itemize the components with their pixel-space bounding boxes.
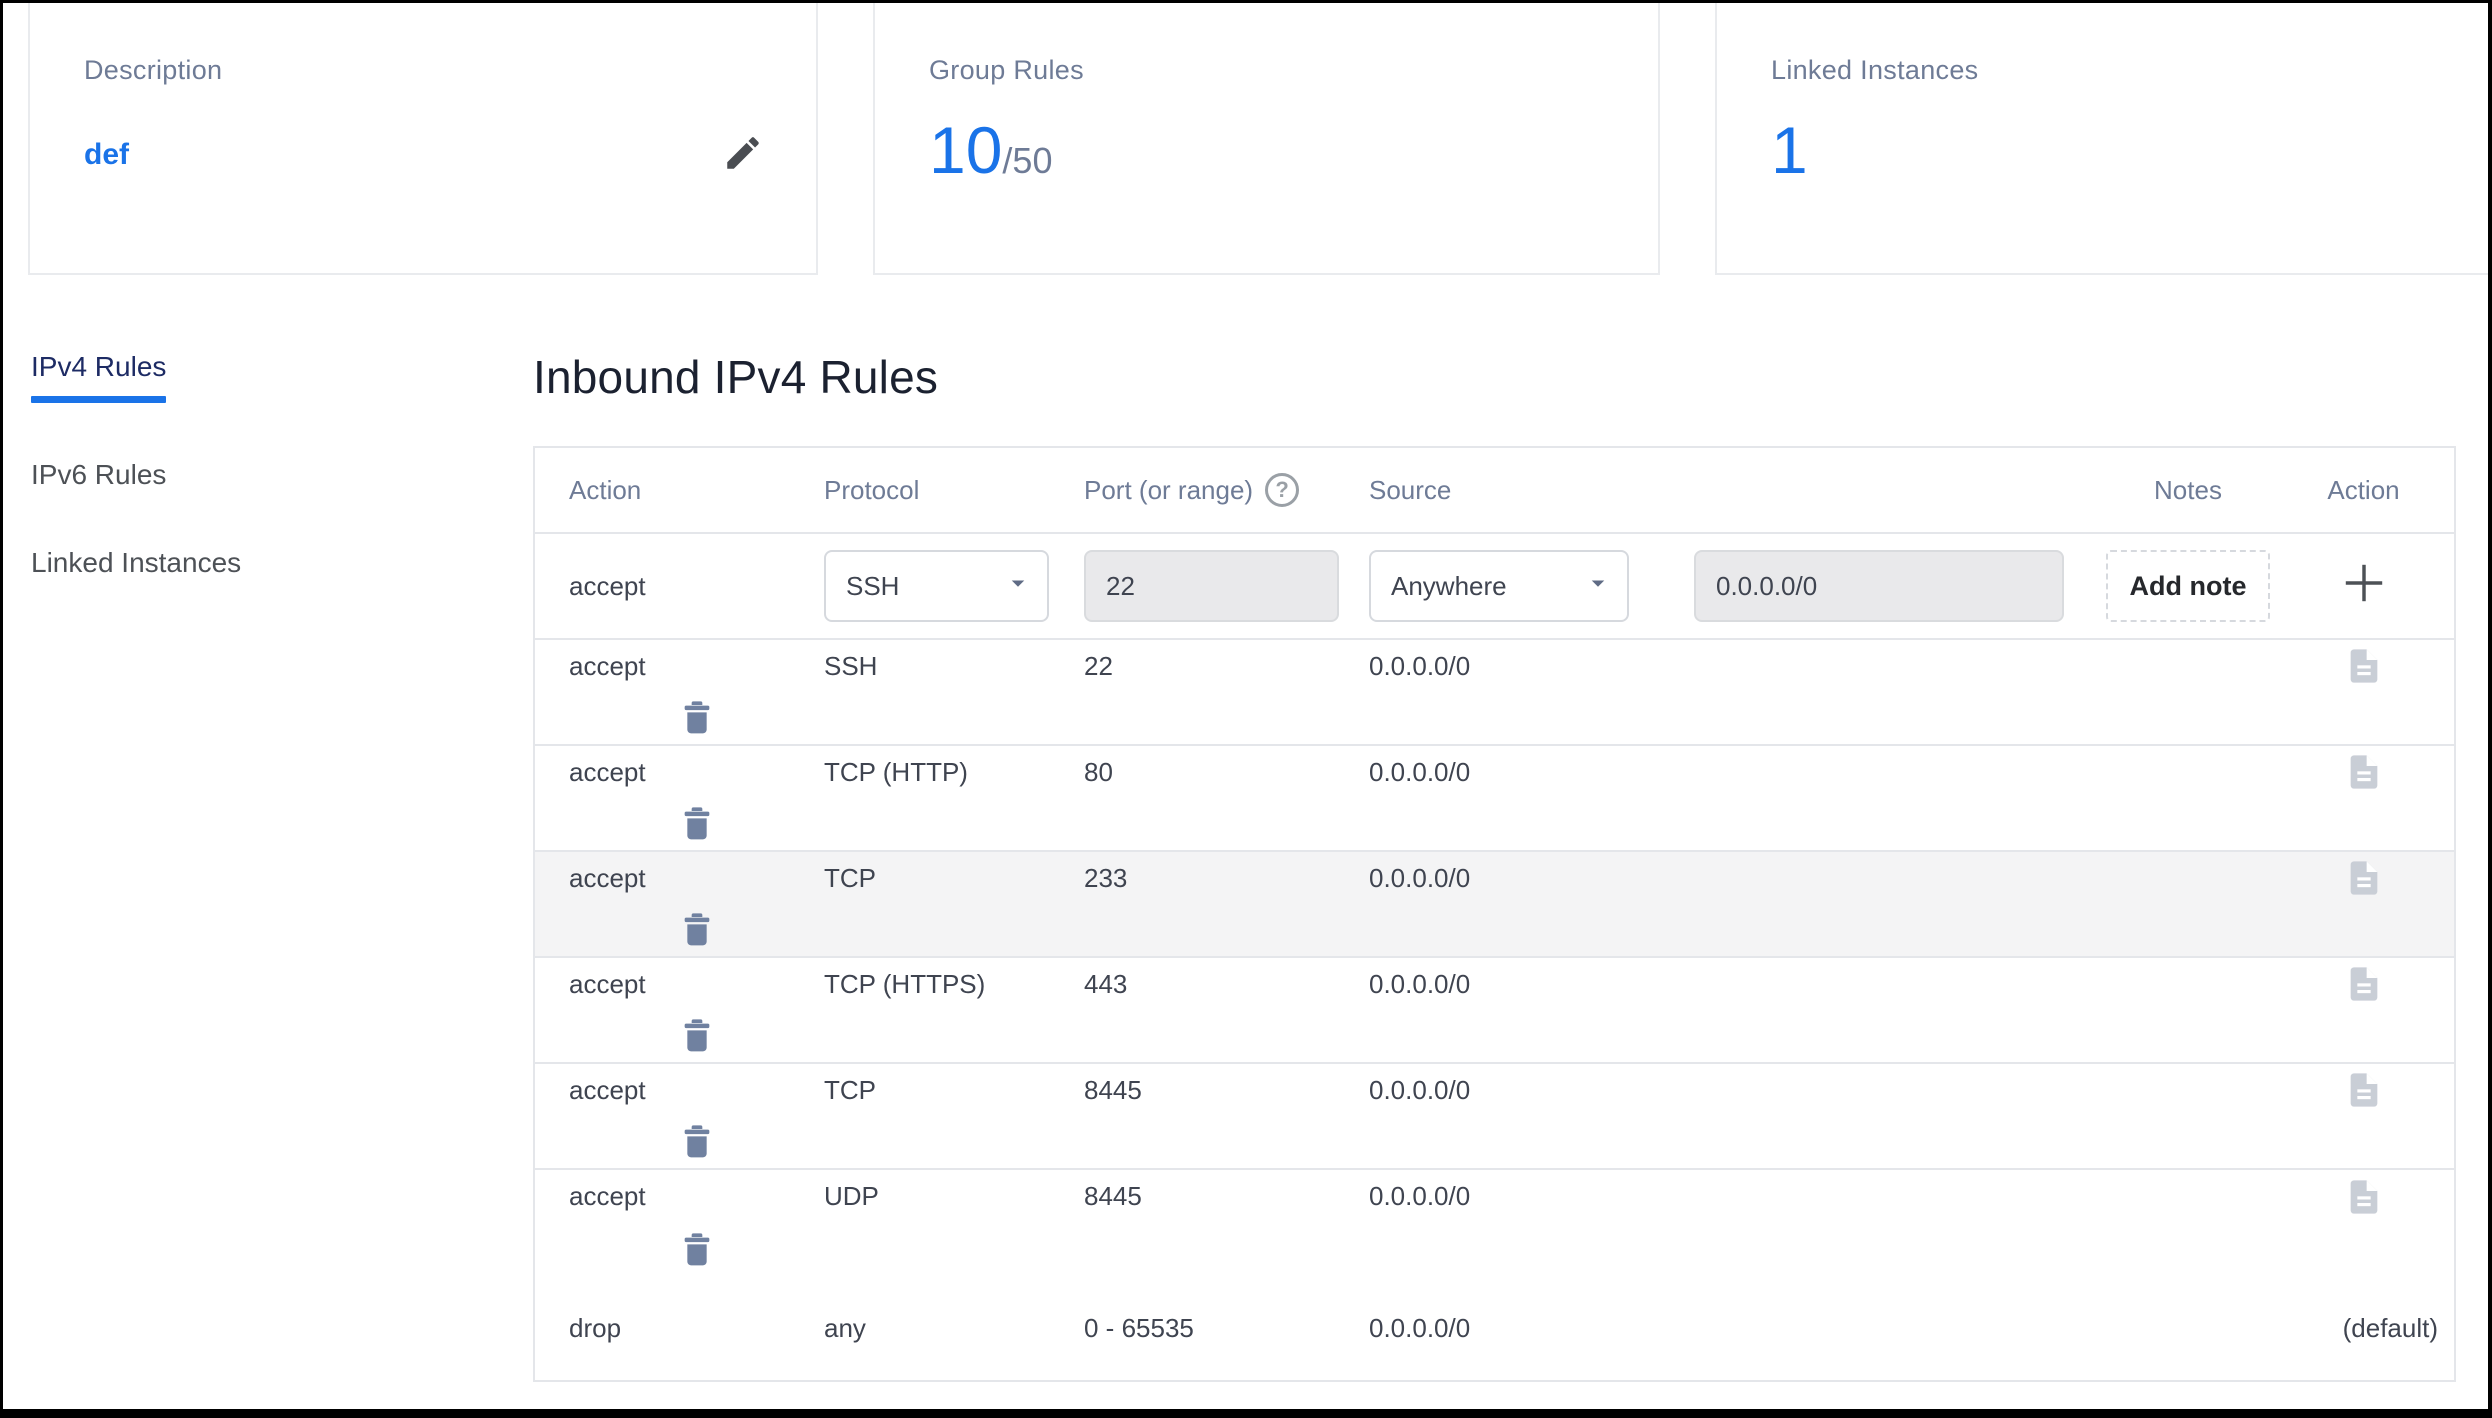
group-rules-label: Group Rules	[929, 55, 1084, 85]
rule-source-value: 0.0.0.0/0	[1369, 968, 1471, 999]
editor-action-value: accept	[569, 570, 646, 601]
note-icon[interactable]	[2344, 964, 2384, 1004]
table-row: accept TCP 8445 0.0.0.0/0	[535, 1064, 2454, 1170]
rule-source-value: 0.0.0.0/0	[1369, 862, 1471, 893]
chevron-down-icon	[1583, 568, 1613, 605]
rule-action-value: accept	[569, 650, 646, 681]
rule-action-value: drop	[569, 1312, 622, 1343]
rule-action-value: accept	[569, 756, 646, 787]
rule-port-value: 443	[1084, 968, 1128, 999]
rule-action-value: accept	[569, 1181, 646, 1211]
description-label: Description	[84, 55, 223, 85]
rule-protocol-value: any	[824, 1312, 866, 1343]
note-icon[interactable]	[2344, 1070, 2384, 1110]
add-note-button[interactable]: Add note	[2106, 550, 2270, 622]
rule-protocol-value: UDP	[824, 1181, 879, 1211]
delete-rule-icon[interactable]	[677, 804, 717, 844]
rule-port-value: 8445	[1084, 1074, 1142, 1105]
rule-port-value: 0 - 65535	[1084, 1312, 1194, 1343]
table-row: accept UDP 8445 0.0.0.0/0	[535, 1170, 2454, 1276]
rule-source-value: 0.0.0.0/0	[1369, 756, 1471, 787]
note-icon[interactable]	[2344, 1177, 2384, 1217]
delete-rule-icon[interactable]	[677, 1016, 717, 1056]
header-port: Port (or range) ?	[1084, 473, 1369, 507]
default-rule-row: drop any 0 - 65535 0.0.0.0/0 (default)	[535, 1276, 2454, 1380]
rule-protocol-value: TCP (HTTPS)	[824, 968, 986, 999]
rule-action-value: accept	[569, 968, 646, 999]
edit-description-button[interactable]	[722, 132, 764, 177]
header-notes: Notes	[2154, 474, 2222, 505]
source-input[interactable]: 0.0.0.0/0	[1694, 550, 2064, 622]
protocol-select[interactable]: SSH	[824, 550, 1049, 622]
linked-instances-count: 1	[1771, 113, 1808, 187]
delete-rule-icon[interactable]	[677, 1122, 717, 1162]
rule-action-value: accept	[569, 862, 646, 893]
default-badge: (default)	[2342, 1312, 2438, 1343]
rule-protocol-value: TCP	[824, 862, 876, 893]
rule-source-value: 0.0.0.0/0	[1369, 1181, 1471, 1211]
active-tab-underline	[31, 396, 167, 403]
plus-icon	[2341, 564, 2387, 612]
rule-port-value: 22	[1084, 650, 1113, 681]
port-help-icon[interactable]: ?	[1265, 473, 1300, 507]
group-rules-limit: /50	[1002, 140, 1053, 181]
sidebar-item-label: IPv4 Rules	[31, 351, 167, 382]
group-rules-card: Group Rules 10 /50	[873, 3, 1660, 275]
description-value: def	[84, 137, 129, 171]
delete-rule-icon[interactable]	[677, 910, 717, 950]
protocol-select-value: SSH	[846, 570, 900, 601]
rule-action-value: accept	[569, 1074, 646, 1105]
group-rules-count: 10	[929, 113, 1003, 187]
note-icon[interactable]	[2344, 752, 2384, 792]
source-type-select-value: Anywhere	[1391, 570, 1507, 601]
port-input[interactable]: 22	[1084, 550, 1339, 622]
rule-protocol-value: TCP	[824, 1074, 876, 1105]
summary-cards-row: Description def Group Rules 10 /50 Linke…	[3, 3, 2488, 275]
page-title: Inbound IPv4 Rules	[533, 351, 939, 403]
sidebar-item-ipv6-rules[interactable]: IPv6 Rules	[31, 459, 166, 491]
sidebar-item-label: Linked Instances	[31, 547, 242, 578]
table-header-row: Action Protocol Port (or range) ? Source…	[535, 448, 2454, 534]
sidebar-item-label: IPv6 Rules	[31, 459, 167, 490]
source-type-select[interactable]: Anywhere	[1369, 550, 1629, 622]
source-input-value: 0.0.0.0/0	[1716, 570, 1818, 601]
rule-port-value: 80	[1084, 756, 1113, 787]
header-source: Source	[1369, 474, 1452, 505]
description-card: Description def	[28, 3, 818, 275]
rule-source-value: 0.0.0.0/0	[1369, 1312, 1471, 1343]
rule-port-value: 233	[1084, 862, 1128, 893]
sidebar-item-ipv4-rules[interactable]: IPv4 Rules	[31, 351, 167, 403]
header-protocol: Protocol	[824, 474, 920, 505]
header-port-label: Port (or range)	[1084, 474, 1254, 505]
chevron-down-icon	[1003, 568, 1033, 605]
note-icon[interactable]	[2344, 858, 2384, 898]
header-row-action: Action	[2327, 474, 2400, 505]
table-row: accept TCP (HTTPS) 443 0.0.0.0/0	[535, 958, 2454, 1064]
rule-protocol-value: SSH	[824, 650, 878, 681]
delete-rule-icon[interactable]	[677, 1230, 717, 1270]
add-rule-button[interactable]	[2341, 560, 2387, 613]
rule-port-value: 8445	[1084, 1181, 1142, 1211]
rule-source-value: 0.0.0.0/0	[1369, 1074, 1471, 1105]
linked-instances-label: Linked Instances	[1771, 55, 1979, 85]
sidebar-item-linked-instances[interactable]: Linked Instances	[31, 547, 241, 579]
delete-rule-icon[interactable]	[677, 698, 717, 738]
linked-instances-card: Linked Instances 1	[1715, 3, 2488, 275]
table-row: accept SSH 22 0.0.0.0/0	[535, 640, 2454, 746]
content: Inbound IPv4 Rules Action Protocol Port …	[533, 351, 2488, 1382]
sidebar: IPv4 Rules IPv6 Rules Linked Instances	[31, 351, 533, 1382]
note-icon[interactable]	[2344, 646, 2384, 686]
header-action: Action	[569, 474, 642, 505]
rules-table: Action Protocol Port (or range) ? Source…	[533, 446, 2456, 1382]
rule-protocol-value: TCP (HTTP)	[824, 756, 968, 787]
table-row: accept TCP (HTTP) 80 0.0.0.0/0	[535, 746, 2454, 852]
pencil-icon	[722, 132, 764, 177]
table-row: accept TCP 233 0.0.0.0/0	[535, 852, 2454, 958]
rule-source-value: 0.0.0.0/0	[1369, 650, 1471, 681]
port-input-value: 22	[1106, 570, 1135, 601]
rule-editor-row: accept SSH 22	[535, 534, 2454, 640]
